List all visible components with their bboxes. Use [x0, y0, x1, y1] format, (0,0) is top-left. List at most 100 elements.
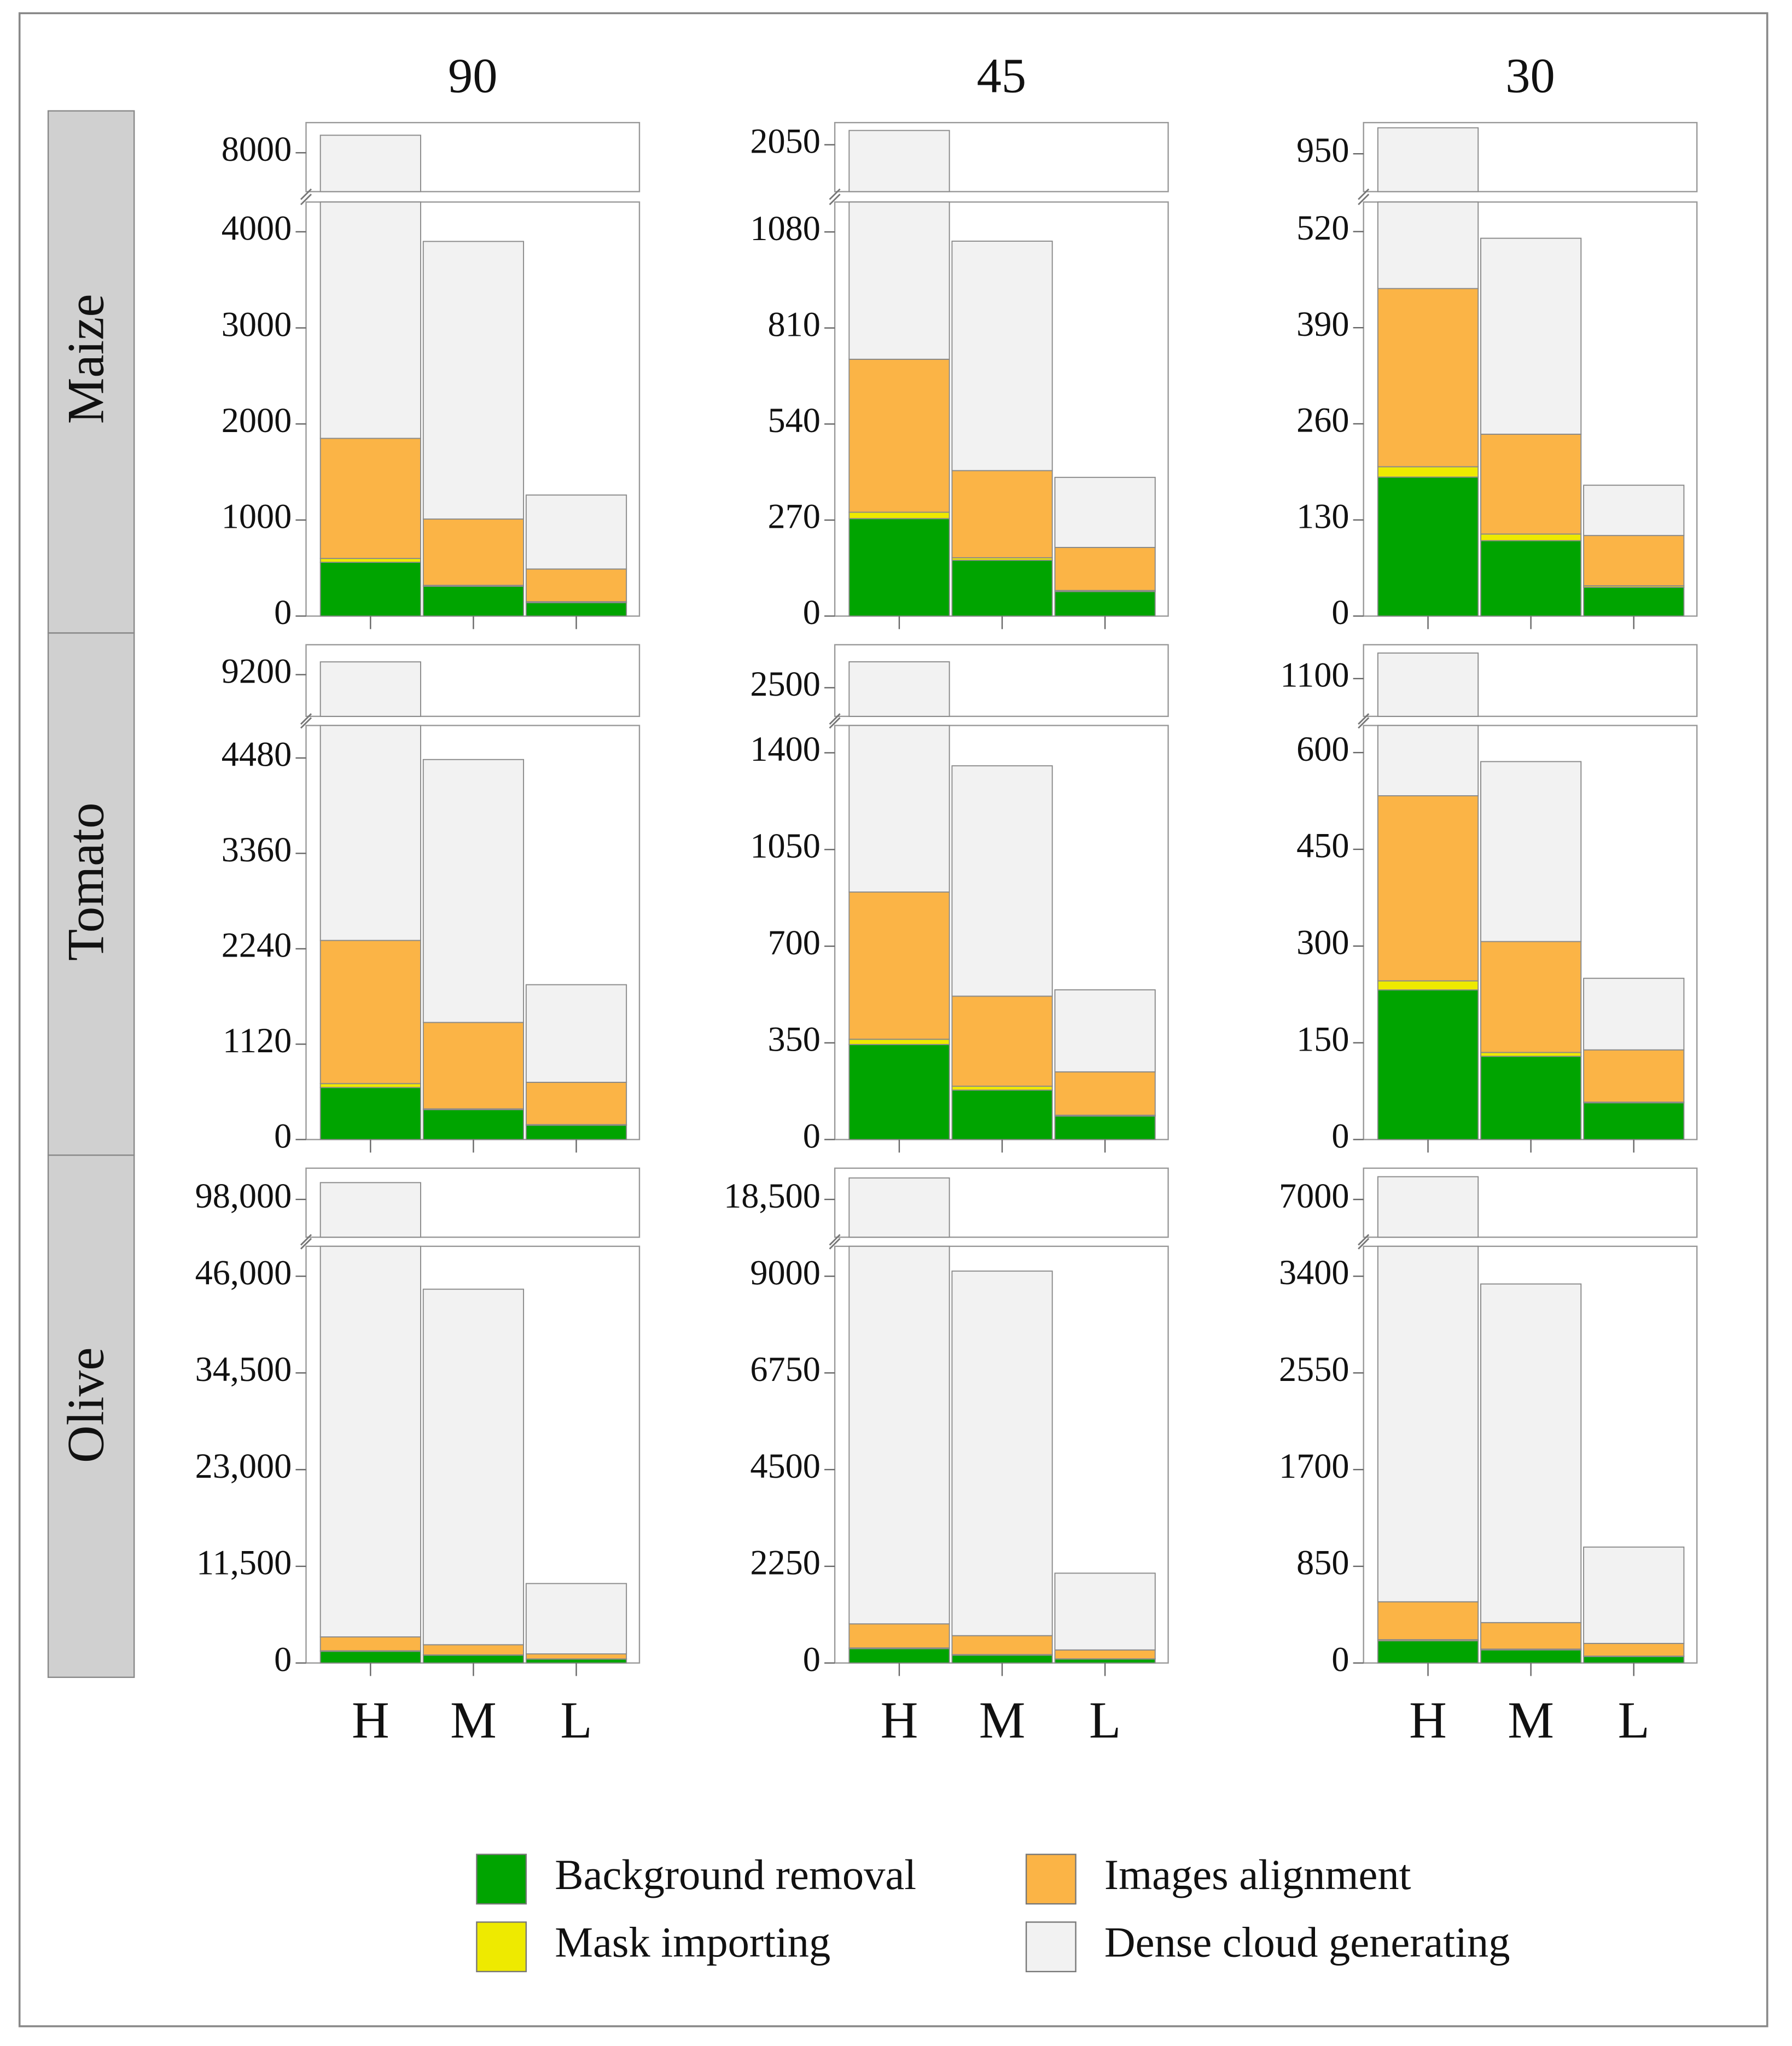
bar-segment — [848, 358, 950, 513]
bar-segment — [848, 201, 950, 360]
bar-segment — [951, 1635, 1053, 1656]
bar-segment — [1377, 980, 1479, 990]
bar-segment — [1377, 466, 1479, 478]
bar-segment — [848, 130, 950, 193]
y-tick-label: 2500 — [750, 664, 821, 703]
axis-break — [1358, 194, 1370, 206]
y-tick-label: 1120 — [223, 1021, 292, 1060]
y-tick-label: 850 — [1296, 1543, 1349, 1582]
bar-segment — [848, 518, 950, 617]
y-tick-label: 2000 — [222, 401, 292, 440]
axis-break — [300, 188, 312, 200]
axis-break — [300, 1238, 312, 1250]
axis-break — [1358, 1234, 1370, 1246]
y-tick-label: 520 — [1296, 208, 1349, 247]
bar-segment — [1377, 1640, 1479, 1664]
y-tick-label: 950 — [1296, 131, 1349, 170]
bar-segment — [1583, 1546, 1685, 1644]
bar-segment — [1480, 237, 1582, 435]
bar-segment — [951, 470, 1053, 558]
bar-segment — [1480, 540, 1582, 617]
bar-segment — [848, 1245, 950, 1625]
bar-segment — [319, 661, 421, 717]
y-tick-label: 0 — [274, 1640, 292, 1678]
y-tick-label: 600 — [1296, 730, 1349, 768]
legend-swatch — [476, 1853, 527, 1905]
bar-segment — [1480, 1283, 1582, 1623]
row-title: Olive — [57, 1347, 115, 1463]
y-tick-label: 1080 — [750, 209, 821, 248]
bar-segment — [1480, 941, 1582, 1053]
bar-segment — [319, 558, 421, 563]
bar-segment — [525, 1583, 627, 1655]
row-header — [47, 1154, 135, 1678]
y-tick-label: 8000 — [222, 130, 292, 168]
bar-segment — [422, 759, 525, 1023]
bar-segment — [525, 984, 627, 1083]
bar-segment — [525, 494, 627, 570]
bar-segment — [525, 602, 627, 617]
y-tick-label: 1700 — [1279, 1447, 1349, 1485]
y-tick-label: 810 — [768, 305, 821, 343]
axis-break — [829, 1238, 841, 1250]
bar-segment — [1480, 433, 1582, 535]
bar-segment — [319, 1636, 421, 1652]
axis-break — [1358, 1238, 1370, 1250]
bar-segment — [1054, 989, 1156, 1072]
y-tick-label: 3360 — [222, 830, 292, 869]
axis-break — [829, 713, 841, 725]
bar-segment — [1583, 1049, 1685, 1103]
axis-break — [1358, 717, 1370, 729]
axis-break — [1358, 188, 1370, 200]
y-tick-label: 2050 — [750, 121, 821, 160]
axis-break — [300, 194, 312, 206]
legend-swatch — [1025, 1853, 1077, 1905]
x-tick-label: M — [450, 1691, 497, 1749]
bar-segment — [1377, 652, 1479, 717]
bar-segment — [1377, 725, 1479, 796]
y-tick-label: 0 — [803, 1640, 821, 1678]
bar-segment — [1054, 1115, 1156, 1140]
y-tick-label: 150 — [1296, 1019, 1349, 1058]
bar-segment — [1480, 533, 1582, 541]
y-tick-label: 350 — [768, 1020, 821, 1059]
y-tick-label: 0 — [274, 1116, 292, 1155]
bar-segment — [848, 1623, 950, 1649]
bar-segment — [525, 568, 627, 603]
y-tick-label: 130 — [1296, 497, 1349, 535]
x-tick-label: L — [560, 1691, 592, 1749]
y-tick-label: 4000 — [222, 209, 292, 248]
bar-segment — [1583, 1656, 1685, 1664]
axis-break — [829, 1234, 841, 1246]
bar-segment — [1377, 127, 1479, 193]
axis-break — [1358, 713, 1370, 725]
bar-segment — [525, 1658, 627, 1664]
bar-segment — [319, 562, 421, 617]
row-title: Tomato — [57, 802, 115, 961]
y-tick-label: 34,500 — [195, 1350, 292, 1389]
y-tick-label: 9000 — [750, 1253, 821, 1292]
bar-segment — [848, 661, 950, 717]
legend-swatch — [476, 1921, 527, 1973]
axis-break — [300, 713, 312, 725]
y-tick-label: 4480 — [222, 735, 292, 774]
y-tick-label: 3400 — [1279, 1253, 1349, 1292]
bar-segment — [848, 1044, 950, 1140]
axis-break — [829, 188, 841, 200]
bar-segment — [1480, 1052, 1582, 1057]
column-title: 90 — [448, 48, 497, 103]
y-tick-label: 540 — [768, 401, 821, 440]
bar-segment — [525, 1653, 627, 1660]
bar-segment — [1583, 1102, 1685, 1140]
bar-segment — [422, 1109, 525, 1140]
y-tick-label: 390 — [1296, 305, 1349, 343]
bar-segment — [319, 1087, 421, 1140]
bar-segment — [422, 586, 525, 617]
bar-segment — [951, 240, 1053, 471]
bar-segment — [1377, 795, 1479, 982]
column-title: 45 — [977, 48, 1026, 103]
x-tick-label: H — [1409, 1691, 1447, 1749]
y-tick-label: 7000 — [1279, 1176, 1349, 1215]
bar-segment — [1377, 1601, 1479, 1640]
bar-segment — [319, 201, 421, 439]
